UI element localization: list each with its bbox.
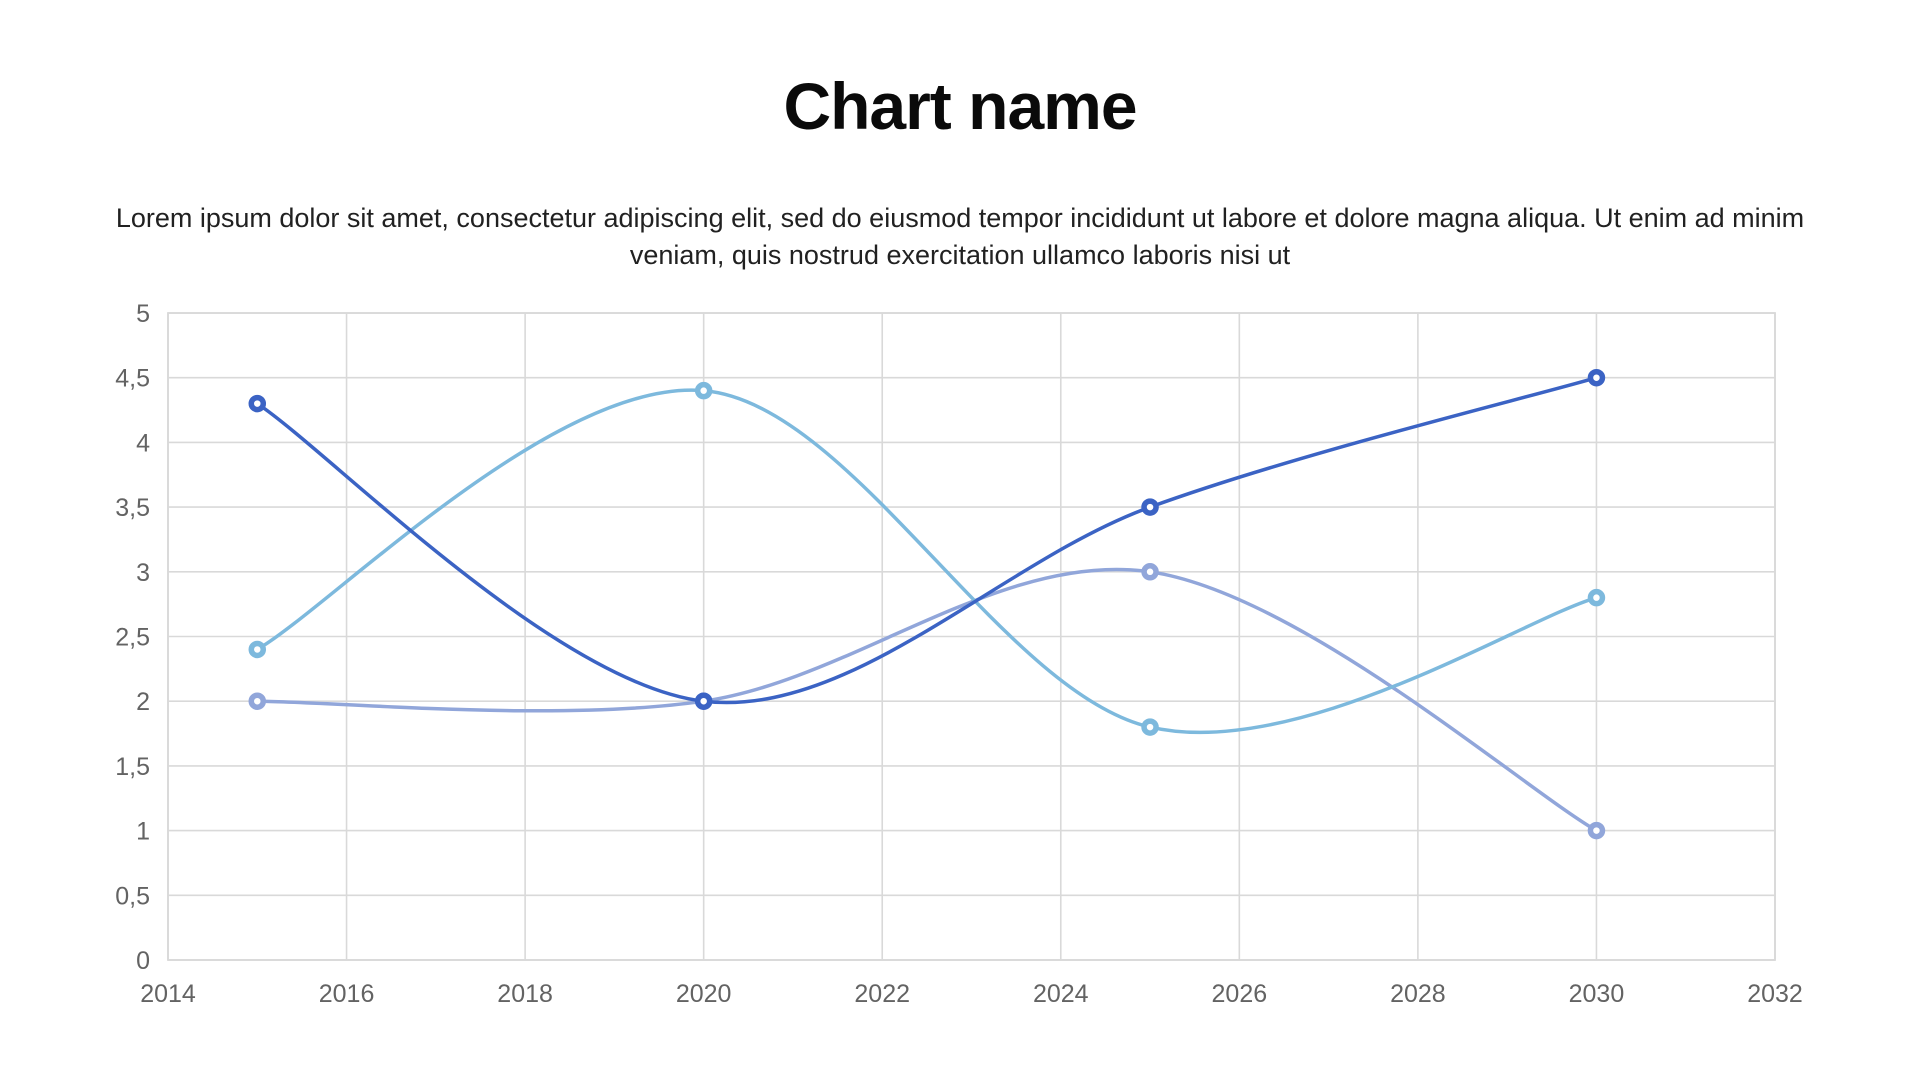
x-axis-tick-label: 2030 — [1569, 980, 1625, 1008]
series-1-marker — [248, 394, 267, 413]
series-3-marker — [1141, 563, 1159, 581]
x-axis-tick-label: 2024 — [1033, 980, 1089, 1008]
x-axis-tick-label: 2016 — [319, 980, 375, 1008]
series-3-marker — [248, 692, 267, 710]
y-axis-tick-label: 3,5 — [115, 494, 150, 522]
y-axis-tick-label: 5 — [136, 300, 150, 328]
plot-border — [167, 312, 1776, 961]
series-2-line — [255, 388, 1599, 735]
x-axis-tick-label: 2028 — [1390, 980, 1446, 1008]
x-axis-tick-label: 2018 — [497, 980, 553, 1008]
series-2-marker — [1587, 588, 1606, 607]
series-2-marker — [694, 381, 713, 400]
y-axis-tick-label: 0,5 — [115, 882, 150, 910]
y-axis-tick-label: 4 — [136, 429, 150, 457]
x-axis-tick-label: 2014 — [140, 980, 196, 1008]
y-axis-tick-label: 3 — [136, 559, 150, 587]
series-1-marker — [694, 692, 713, 710]
y-axis-tick-label: 4,5 — [115, 365, 150, 393]
y-axis-tick-label: 1,5 — [115, 753, 150, 781]
y-axis-tick-label: 0 — [136, 947, 150, 975]
y-axis-tick-label: 2,5 — [115, 624, 150, 652]
series-2-marker — [248, 640, 267, 659]
x-axis-tick-label: 2022 — [854, 980, 910, 1008]
y-axis-tick-label: 2 — [136, 688, 150, 716]
y-axis-tick-label: 1 — [136, 818, 150, 846]
chart-subtitle: Lorem ipsum dolor sit amet, consectetur … — [115, 203, 1805, 270]
x-axis-tick-label: 2026 — [1212, 980, 1268, 1008]
chart-title: Chart name — [783, 69, 1137, 143]
series-1-line — [255, 375, 1599, 705]
series-2-marker — [1141, 718, 1159, 736]
series-1-marker — [1587, 368, 1606, 387]
series-1-marker — [1141, 498, 1159, 516]
series-3-line — [255, 567, 1599, 833]
x-axis-tick-label: 2020 — [676, 980, 732, 1008]
series-3-marker — [1587, 821, 1606, 840]
x-axis-tick-label: 2032 — [1747, 980, 1803, 1008]
